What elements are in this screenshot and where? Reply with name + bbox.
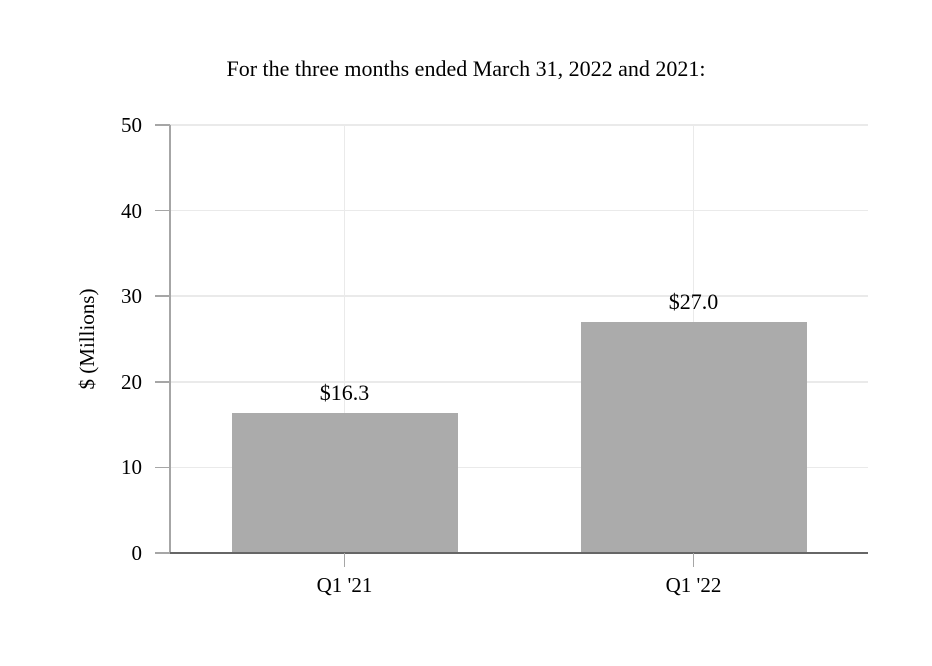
h-gridline — [170, 295, 868, 297]
y-tick-label: 50 — [121, 113, 142, 137]
y-axis-line — [169, 125, 171, 553]
h-gridline — [170, 466, 868, 469]
y-tick-label: 20 — [121, 369, 142, 394]
h-gridline — [170, 124, 868, 126]
x-tick-label: Q1 '22 — [665, 573, 722, 597]
y-tick-label: 10 — [121, 455, 142, 480]
x-tick-mark — [692, 553, 695, 567]
h-gridline — [170, 381, 868, 383]
bar-value-label: $16.3 — [319, 380, 370, 406]
x-axis-line — [155, 551, 868, 554]
bar — [231, 413, 458, 553]
y-tick-mark — [155, 552, 170, 554]
y-axis-title: $ (Millions) — [75, 288, 99, 390]
h-gridline — [170, 209, 868, 212]
bar-value-label: $27.0 — [668, 288, 719, 314]
plot-area: $16.3 $27.0 — [155, 124, 868, 567]
y-tick-label: 30 — [121, 284, 142, 309]
v-gridline — [343, 125, 346, 553]
y-tick-mark — [155, 381, 170, 383]
y-tick-mark — [155, 466, 170, 469]
x-tick-label: Q1 '21 — [316, 573, 373, 597]
y-tick-label: 0 — [131, 541, 143, 565]
y-tick-mark — [155, 295, 170, 297]
y-tick-mark — [155, 209, 170, 212]
y-tick-mark — [155, 124, 170, 126]
y-tick-label: 40 — [121, 198, 142, 223]
x-tick-mark — [343, 553, 346, 567]
chart-title: For the three months ended March 31, 202… — [226, 56, 706, 81]
bar — [580, 321, 807, 553]
